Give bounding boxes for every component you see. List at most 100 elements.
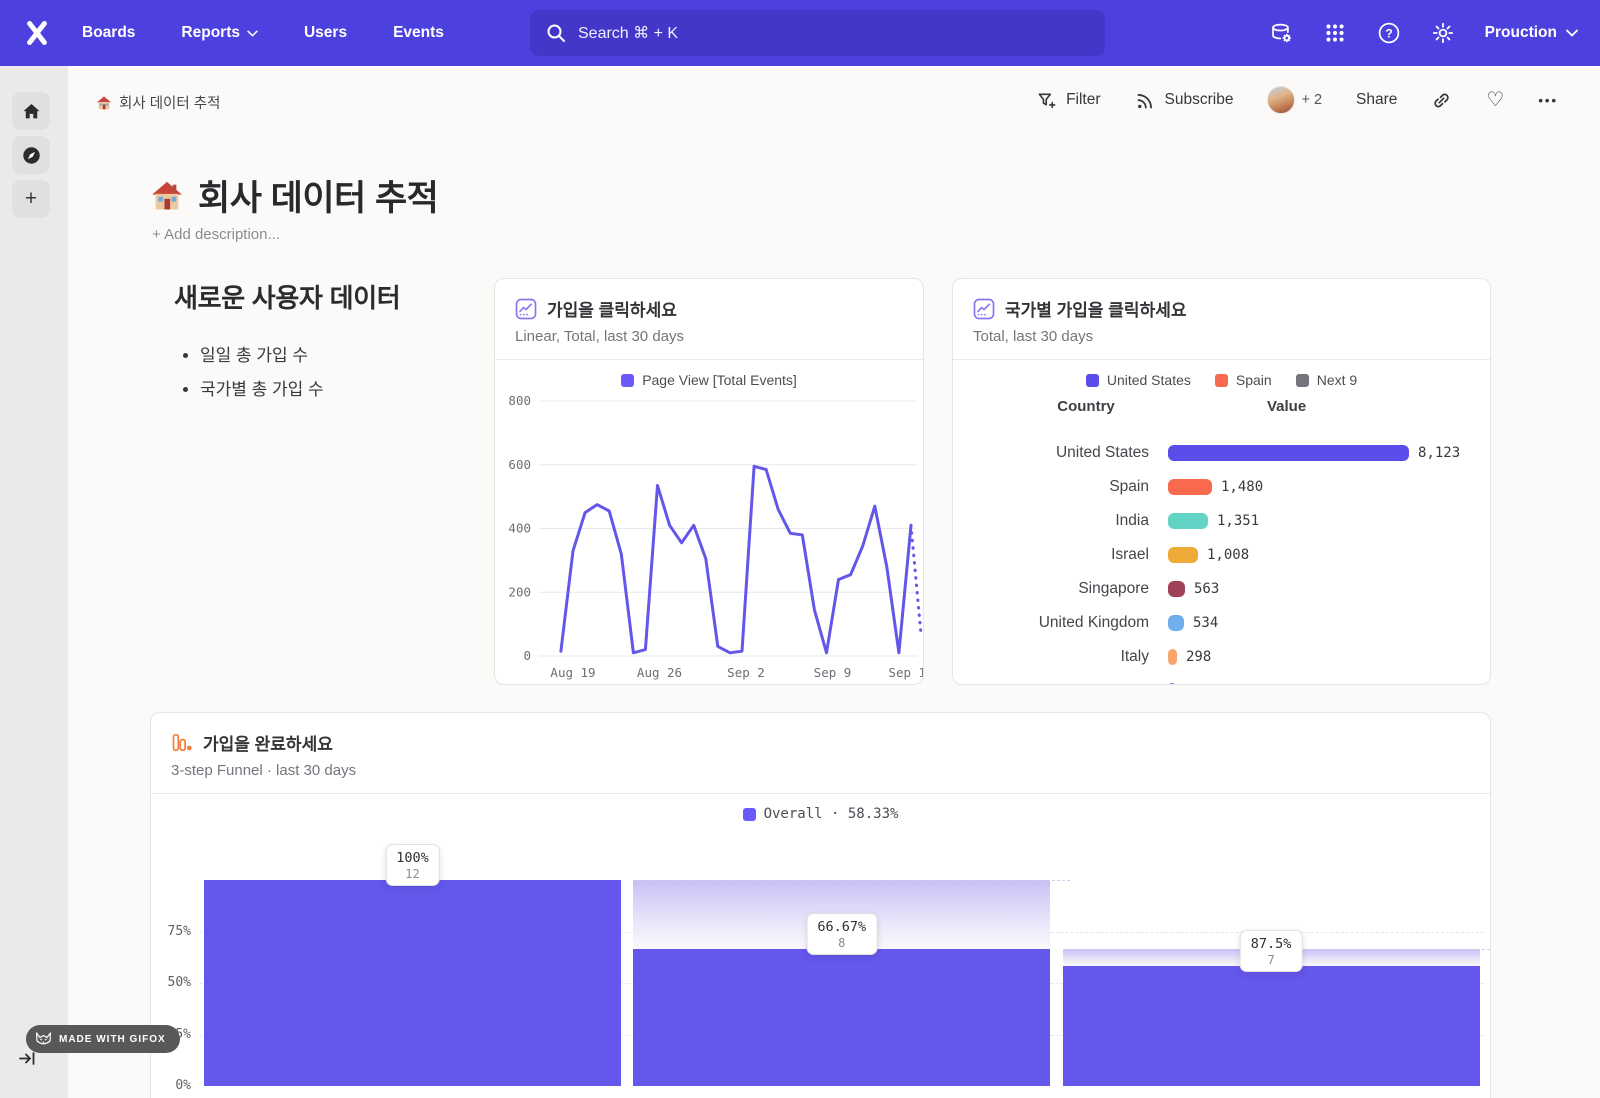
- breadcrumb[interactable]: 회사 데이터 추적: [96, 92, 220, 113]
- svg-text:200: 200: [508, 584, 531, 599]
- country-row-italy[interactable]: Italy 298: [953, 640, 1490, 674]
- house-emoji-icon: [152, 181, 182, 209]
- svg-text:800: 800: [508, 393, 531, 408]
- search-input[interactable]: Search ⌘ + K: [530, 10, 1105, 56]
- share-label: Share: [1356, 91, 1398, 108]
- line-chart[interactable]: 800 600 400 200 0 Aug 19 Aug 26 Sep 2 Sep 9 Sep 1…: [495, 391, 923, 685]
- filter-button[interactable]: Filter: [1036, 90, 1101, 111]
- nav-item-users[interactable]: Users: [303, 24, 348, 41]
- legend-item-next-9[interactable]: Next 9: [1295, 372, 1357, 388]
- data-management-icon[interactable]: [1269, 21, 1293, 45]
- favorite-button[interactable]: ♡: [1486, 90, 1504, 110]
- left-sidebar: +: [0, 66, 68, 1098]
- funnel-step-3[interactable]: 87.5% 7: [1062, 880, 1490, 1086]
- country-value: 534: [1193, 615, 1219, 631]
- page-title-text: 회사 데이터 추적: [198, 179, 439, 218]
- column-header-country: Country: [1057, 398, 1115, 415]
- funnel-bar-fill: [204, 880, 621, 1086]
- country-row-united-kingdom[interactable]: United Kingdom 534: [953, 606, 1490, 640]
- expand-arrow-icon: [19, 1052, 35, 1065]
- ellipsis-icon: •••: [1538, 92, 1558, 108]
- funnel-chart[interactable]: 100% 12 66.67% 8 87.5% 7: [199, 844, 1490, 1086]
- svg-text:400: 400: [508, 521, 531, 536]
- sidebar-discover-button[interactable]: [12, 136, 50, 174]
- chevron-down-icon: [1566, 29, 1578, 37]
- add-description-button[interactable]: + Add description...: [152, 226, 280, 243]
- more-menu-button[interactable]: •••: [1538, 93, 1558, 108]
- gifox-watermark-badge: MADE WITH GIFOX: [26, 1025, 180, 1053]
- line-chart-card: 가입을 클릭하세요 Linear, Total, last 30 days Pa…: [494, 278, 924, 685]
- text-widget-list: 일일 총 가입 수국가별 총 가입 수: [200, 341, 504, 400]
- shared-users[interactable]: + 2: [1267, 86, 1322, 114]
- conversion-count: 12: [405, 867, 420, 881]
- country-label: Singapore: [1078, 580, 1149, 597]
- funnel-step-tooltip: 100% 12: [385, 844, 440, 886]
- sidebar-collapse-button[interactable]: [18, 1050, 37, 1072]
- country-row-spain[interactable]: Spain 1,480: [953, 470, 1490, 504]
- avatar-extra-count: + 2: [1301, 92, 1323, 108]
- country-legend: United States Spain Next 9: [953, 372, 1490, 388]
- search-placeholder: Search ⌘ + K: [578, 25, 679, 42]
- legend-item-spain[interactable]: Spain: [1214, 372, 1272, 388]
- search-icon: [547, 24, 565, 42]
- line-card-title-row[interactable]: 가입을 클릭하세요: [515, 296, 903, 321]
- divider: [953, 359, 1490, 360]
- link-icon: [1434, 93, 1450, 107]
- country-row-singapore[interactable]: Singapore 563: [953, 572, 1490, 606]
- legend-item-overall[interactable]: Overall · 58.33%: [742, 806, 899, 822]
- country-card-title-row[interactable]: 국가별 가입을 클릭하세요: [973, 296, 1470, 321]
- country-bar: [1168, 445, 1409, 461]
- country-row-india[interactable]: India 1,351: [953, 504, 1490, 538]
- legend-item-united-states[interactable]: United States: [1085, 372, 1191, 388]
- page-title[interactable]: 회사 데이터 추적: [150, 170, 439, 221]
- country-value: 1,480: [1221, 479, 1264, 495]
- legend-label: Overall · 58.33%: [763, 806, 899, 822]
- copy-link-button[interactable]: [1431, 90, 1452, 111]
- settings-gear-icon[interactable]: [1431, 21, 1455, 45]
- project-switcher[interactable]: Prouction: [1485, 24, 1578, 42]
- legend-swatch: [621, 373, 635, 387]
- funnel-card-title-row[interactable]: 가입을 완료하세요: [171, 730, 1470, 755]
- country-row-israel[interactable]: Israel 1,008: [953, 538, 1490, 572]
- text-widget[interactable]: 새로운 사용자 데이터 일일 총 가입 수국가별 총 가입 수: [174, 278, 504, 409]
- conversion-percent: 87.5%: [1250, 935, 1292, 952]
- legend-item-pageview[interactable]: Page View [Total Events]: [621, 372, 797, 388]
- funnel-step-1[interactable]: 100% 12: [204, 844, 621, 1086]
- mixpanel-logo-icon[interactable]: [20, 16, 54, 50]
- apps-grid-icon[interactable]: [1323, 21, 1347, 45]
- country-bar: [1168, 683, 1176, 684]
- fox-icon: [35, 1031, 52, 1044]
- country-row-germany[interactable]: Germany: [953, 674, 1490, 684]
- country-bar: [1168, 649, 1177, 665]
- country-label: Italy: [1120, 648, 1149, 665]
- subscribe-button[interactable]: Subscribe: [1135, 90, 1234, 111]
- funnel-card-title: 가입을 완료하세요: [203, 735, 333, 754]
- country-row-united-states[interactable]: United States 8,123: [953, 436, 1490, 470]
- funnel-step-2[interactable]: 66.67% 8: [633, 880, 1071, 1086]
- heart-icon: ♡: [1486, 89, 1505, 111]
- svg-text:Sep 2: Sep 2: [727, 665, 765, 680]
- country-value: 1,008: [1207, 547, 1250, 563]
- sidebar-home-button[interactable]: [12, 92, 50, 130]
- svg-text:0: 0: [523, 648, 531, 663]
- country-table-rows: United States 8,123 Spain 1,480 India 1,351 Is…: [953, 436, 1490, 684]
- country-label: Germany: [953, 682, 1149, 684]
- funnel-y-tick: 75%: [167, 923, 191, 939]
- rss-icon: [1137, 93, 1152, 108]
- compass-icon: [22, 146, 40, 164]
- funnel-y-tick: 50%: [167, 975, 191, 990]
- country-value: 563: [1194, 581, 1220, 597]
- sidebar-create-button[interactable]: +: [12, 180, 50, 218]
- line-card-subtitle: Linear, Total, last 30 days: [515, 328, 684, 345]
- nav-item-events[interactable]: Events: [393, 24, 444, 41]
- help-icon[interactable]: ?: [1377, 21, 1401, 45]
- nav-item-reports[interactable]: Reports: [181, 24, 258, 42]
- nav-menu: Boards Reports Users Events: [82, 24, 444, 42]
- funnel-y-tick: 0%: [175, 1078, 191, 1093]
- nav-item-boards[interactable]: Boards: [82, 24, 136, 41]
- country-bar: [1168, 479, 1212, 495]
- nav-right: ? Prouction: [1269, 0, 1578, 66]
- funnel-card-subtitle: 3-step Funnel · last 30 days: [171, 762, 357, 779]
- share-button[interactable]: Share: [1356, 91, 1397, 109]
- subscribe-label: Subscribe: [1164, 91, 1234, 108]
